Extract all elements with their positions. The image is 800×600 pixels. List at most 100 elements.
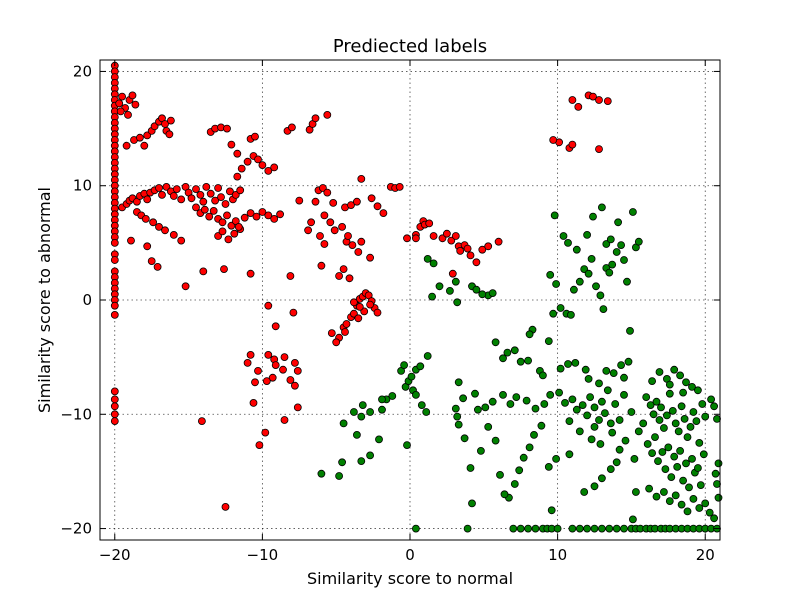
red-data-point [155,222,163,231]
red-data-point [264,211,273,220]
red-data-point [448,269,457,278]
green-data-point [549,309,558,318]
red-data-point [271,361,280,370]
red-data-point [158,190,166,199]
green-data-point [556,364,565,373]
green-data-point [575,277,584,286]
green-data-point [516,524,525,533]
green-data-point [679,476,687,485]
red-data-point [270,163,279,172]
green-data-point [634,427,643,436]
green-data-point [674,427,683,436]
red-data-point [115,99,124,108]
green-data-point [583,230,591,239]
red-data-point [262,377,271,386]
red-data-point [293,403,302,412]
red-data-point [218,218,227,227]
red-data-point [153,262,162,271]
red-data-point [366,253,375,262]
red-data-point [214,184,223,192]
green-data-point [620,373,628,382]
red-data-point [233,149,242,158]
red-data-point [286,272,295,280]
green-data-point [349,408,358,416]
red-data-point [456,246,465,255]
green-data-point [366,451,375,460]
green-data-point [454,378,463,387]
red-data-point [348,241,357,250]
green-data-point [411,390,420,399]
red-data-point [243,358,252,367]
green-data-point [422,408,431,416]
red-data-point [339,265,348,274]
green-data-point [416,362,425,371]
red-data-point [221,502,230,511]
red-data-point [252,212,261,221]
green-data-point [586,393,594,402]
red-data-point [200,205,209,214]
red-data-point [330,226,339,235]
red-data-point [147,257,156,266]
red-data-point [344,232,352,240]
green-data-point [665,389,674,398]
green-data-point [571,358,580,367]
red-data-point [589,92,597,101]
green-data-point [652,492,661,501]
y-tick-label: 20 [73,62,92,80]
green-data-point [357,412,366,421]
green-data-point [630,454,639,463]
green-data-point [655,368,664,376]
green-data-point [525,443,534,452]
red-data-point [218,227,227,236]
red-data-point [211,196,220,205]
green-data-point [552,280,560,288]
green-data-point [358,401,367,410]
green-data-point [695,504,704,512]
green-data-point [624,357,633,366]
green-data-point [679,388,687,397]
green-data-point [540,400,549,408]
y-tick-label: 0 [82,291,92,309]
red-data-point [246,350,255,359]
red-data-point [149,218,158,227]
red-data-point [261,428,270,437]
green-data-point [612,458,621,467]
green-data-point [713,414,721,423]
green-data-point [496,470,504,479]
green-data-point [658,448,667,456]
red-data-point [131,100,140,109]
green-data-point [694,464,702,472]
red-data-point [169,192,178,200]
green-data-point [575,524,584,533]
red-data-point [165,130,174,139]
green-data-point [565,417,574,426]
green-data-point [648,377,656,386]
green-data-point [472,285,481,294]
green-data-point [547,506,556,515]
red-data-point [110,256,119,264]
red-data-point [466,251,475,260]
green-data-point [667,473,676,482]
green-data-point [685,483,693,492]
green-data-point [423,352,432,360]
green-data-point [352,430,361,439]
red-data-point [411,234,420,243]
green-data-point [428,292,437,301]
green-data-point [478,290,487,299]
red-data-point [255,441,264,450]
green-data-point [568,524,577,533]
red-data-point [251,378,259,387]
red-data-point [442,229,451,238]
green-data-point [646,401,655,410]
red-data-point [177,195,186,204]
green-data-point [378,395,386,404]
green-data-point [500,490,509,499]
green-data-point [481,403,490,412]
green-data-point [686,422,695,431]
red-data-point [311,197,320,206]
red-data-point [225,187,234,196]
x-axis-label: Similarity score to normal [307,569,513,588]
red-data-point [143,242,152,251]
green-data-point [445,286,454,295]
green-data-point [463,524,472,533]
